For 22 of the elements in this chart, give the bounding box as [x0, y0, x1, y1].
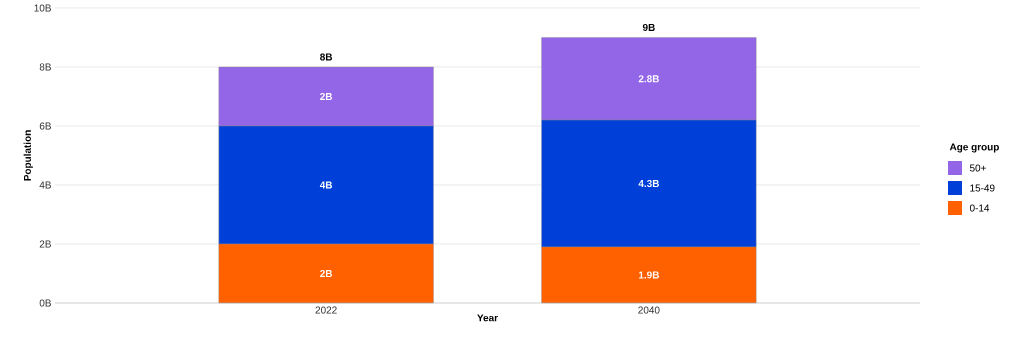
data-label: 2.8B [638, 75, 659, 83]
data-label: 2B [320, 93, 333, 100]
y-tick-label: 4B [39, 181, 51, 189]
total-label: 8B [320, 53, 333, 61]
data-label: 2B [320, 270, 333, 277]
legend-label: 0-14 [969, 204, 990, 212]
y-tick-label: 2B [39, 240, 51, 248]
y-tick-label: 6B [39, 122, 51, 130]
y-axis-title: Population [23, 130, 33, 181]
data-label: 4B [319, 181, 333, 189]
data-label: 1.9B [638, 271, 659, 279]
data-label: 4.3B [638, 179, 659, 188]
legend-title: Age group [949, 143, 999, 153]
x-tick-label: 2022 [315, 306, 337, 314]
x-axis-title: Year [477, 314, 498, 322]
y-tick-label: 8B [39, 63, 51, 71]
legend-label: 50+ [969, 164, 986, 172]
legend-label: 15-49 [970, 184, 995, 192]
total-label: 9B [642, 23, 655, 31]
x-tick-label: 2040 [638, 306, 660, 314]
y-tick-label: 10B [34, 4, 51, 12]
y-tick-label: 0B [39, 299, 51, 307]
